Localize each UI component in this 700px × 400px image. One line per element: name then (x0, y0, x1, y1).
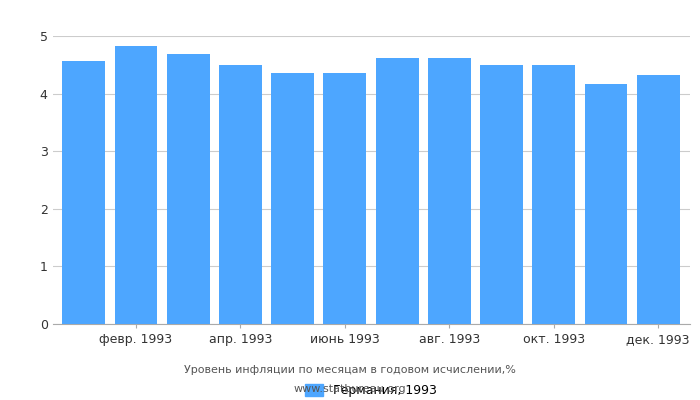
Bar (637, 74, 680, 324)
Text: Уровень инфляции по месяцам в годовом исчислении,%: Уровень инфляции по месяцам в годовом ис… (184, 365, 516, 375)
Bar (532, 65, 575, 324)
Bar (480, 65, 523, 324)
Bar (219, 65, 262, 324)
Bar (62, 61, 105, 324)
Bar (376, 58, 419, 324)
Bar (428, 58, 470, 324)
Bar (115, 46, 158, 324)
Bar (167, 54, 210, 324)
Text: www.statbureau.org: www.statbureau.org (294, 384, 406, 394)
Bar (323, 74, 366, 324)
Bar (272, 74, 314, 324)
Legend: Германия, 1993: Германия, 1993 (300, 379, 442, 400)
Bar (584, 84, 627, 324)
